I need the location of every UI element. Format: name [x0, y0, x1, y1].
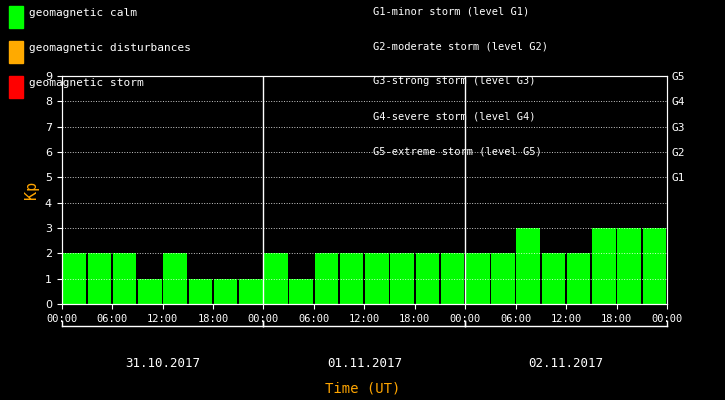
Text: G3-strong storm (level G3): G3-strong storm (level G3) [373, 76, 536, 86]
Bar [315, 253, 339, 304]
Bar [567, 253, 590, 304]
Bar [163, 253, 187, 304]
Text: 02.11.2017: 02.11.2017 [529, 357, 604, 370]
Bar [188, 279, 212, 304]
Bar [88, 253, 111, 304]
Y-axis label: Kp: Kp [24, 181, 39, 199]
Bar [642, 228, 666, 304]
Text: geomagnetic calm: geomagnetic calm [29, 8, 137, 18]
Text: G4-severe storm (level G4): G4-severe storm (level G4) [373, 112, 536, 122]
Bar [466, 253, 489, 304]
Bar [239, 279, 262, 304]
Bar [214, 279, 237, 304]
Bar [492, 253, 515, 304]
Bar [113, 253, 136, 304]
Bar [542, 253, 566, 304]
Text: geomagnetic disturbances: geomagnetic disturbances [29, 43, 191, 53]
Bar [365, 253, 389, 304]
Text: G1-minor storm (level G1): G1-minor storm (level G1) [373, 6, 530, 16]
Text: 01.11.2017: 01.11.2017 [327, 357, 402, 370]
Bar [264, 253, 288, 304]
Bar [592, 228, 616, 304]
Bar [340, 253, 363, 304]
Bar [289, 279, 313, 304]
Text: 31.10.2017: 31.10.2017 [125, 357, 200, 370]
Text: G5-extreme storm (level G5): G5-extreme storm (level G5) [373, 147, 542, 157]
Bar [618, 228, 641, 304]
Bar [415, 253, 439, 304]
Bar [441, 253, 465, 304]
Text: Time (UT): Time (UT) [325, 382, 400, 396]
Bar [390, 253, 414, 304]
Bar [264, 279, 288, 304]
Text: G2-moderate storm (level G2): G2-moderate storm (level G2) [373, 41, 548, 51]
Bar [62, 253, 86, 304]
Bar [516, 228, 540, 304]
Bar [138, 279, 162, 304]
Text: geomagnetic storm: geomagnetic storm [29, 78, 144, 88]
